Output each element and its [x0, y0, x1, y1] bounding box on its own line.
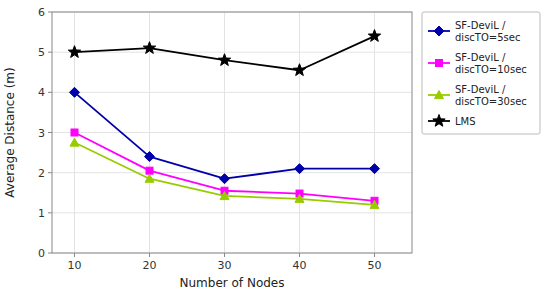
point: [220, 191, 229, 199]
point: [70, 87, 80, 97]
point: [370, 200, 379, 208]
tick-label-y: 0: [38, 247, 45, 260]
tick-label-x: 50: [368, 259, 382, 272]
grid-line-x: [374, 12, 375, 253]
grid-line-y: [52, 132, 412, 133]
tick-label-x: 10: [68, 259, 82, 272]
legend-marker: [434, 26, 444, 36]
tick-x: [149, 253, 150, 257]
data: [68, 30, 380, 209]
legend-label: LMS: [455, 116, 476, 127]
point: [71, 129, 78, 136]
point: [70, 138, 79, 146]
legend-marker: [436, 60, 443, 67]
tick-label-y: 6: [38, 6, 45, 19]
legend-label-line: discTO=10sec: [455, 64, 527, 75]
legend-box: [422, 12, 540, 134]
point: [370, 164, 380, 174]
legend-label: SF-DeviL /discTO=10sec: [455, 52, 527, 75]
tick-label-y: 2: [38, 167, 45, 180]
tick-x: [299, 253, 300, 257]
series: [70, 138, 379, 208]
point: [68, 46, 80, 58]
grid-line-x: [224, 12, 225, 253]
legend-marker: [433, 115, 445, 127]
plot-frame: [52, 12, 412, 253]
tick-label-x: 20: [143, 259, 157, 272]
grid-line-y: [52, 212, 412, 213]
legend-label-line: SF-DeviL /: [455, 20, 506, 31]
legend-label-line: LMS: [455, 116, 476, 127]
tick-y: [48, 92, 52, 93]
series: [70, 87, 380, 183]
axes: 0 1 2 3 4 5 6 10 20 30 40 50: [38, 6, 382, 272]
tick-label-y: 4: [38, 86, 45, 99]
tick-x: [224, 253, 225, 257]
y-axis-label: Average Distance (m): [3, 67, 17, 197]
tick-label-x: 30: [218, 259, 232, 272]
legend-label-line: discTO=5sec: [455, 32, 520, 43]
point: [295, 164, 305, 174]
tick-label-y: 5: [38, 46, 45, 59]
tick-y: [48, 52, 52, 53]
series: [71, 129, 378, 204]
tick-x: [74, 253, 75, 257]
grid: [52, 12, 412, 253]
point: [295, 194, 304, 202]
tick-label-y: 1: [38, 207, 45, 220]
chart: 0 1 2 3 4 5 6 10 20 30 40 50 Number of Nodes Average …: [0, 0, 544, 295]
legend-item: SF-DeviL /discTO=30sec: [428, 84, 527, 107]
legend-label: SF-DeviL /discTO=30sec: [455, 84, 527, 107]
legend-label: SF-DeviL /discTO=5sec: [455, 20, 520, 43]
x-axis-label: Number of Nodes: [180, 276, 285, 290]
point: [143, 42, 155, 54]
tick-y: [48, 132, 52, 133]
grid-line-x: [299, 12, 300, 253]
legend-label-line: discTO=30sec: [455, 96, 527, 107]
legend-marker: [435, 91, 444, 99]
legend-item: SF-DeviL /discTO=5sec: [428, 20, 520, 43]
point: [218, 54, 230, 66]
tick-y: [48, 212, 52, 213]
legend-item: SF-DeviL /discTO=10sec: [428, 52, 527, 75]
tick-label-x: 40: [293, 259, 307, 272]
tick-y: [48, 12, 52, 13]
point: [293, 64, 305, 76]
grid-line-y: [52, 92, 412, 93]
tick-y: [48, 172, 52, 173]
legend-label-line: SF-DeviL /: [455, 84, 506, 95]
grid-line-y: [52, 172, 412, 173]
series: [68, 30, 380, 76]
grid-line-y: [52, 52, 412, 53]
legend: SF-DeviL /discTO=5secSF-DeviL /discTO=10…: [422, 12, 540, 134]
tick-x: [374, 253, 375, 257]
series-line: [75, 133, 375, 201]
legend-label-line: SF-DeviL /: [455, 52, 506, 63]
series-line: [75, 36, 375, 70]
point: [220, 174, 230, 184]
series-line: [75, 92, 375, 178]
tick-label-y: 3: [38, 127, 45, 140]
tick-y: [48, 253, 52, 254]
series-line: [75, 143, 375, 205]
point: [145, 174, 154, 182]
point: [368, 30, 380, 42]
point: [145, 152, 155, 162]
legend-item: LMS: [428, 115, 476, 127]
point: [146, 167, 153, 174]
